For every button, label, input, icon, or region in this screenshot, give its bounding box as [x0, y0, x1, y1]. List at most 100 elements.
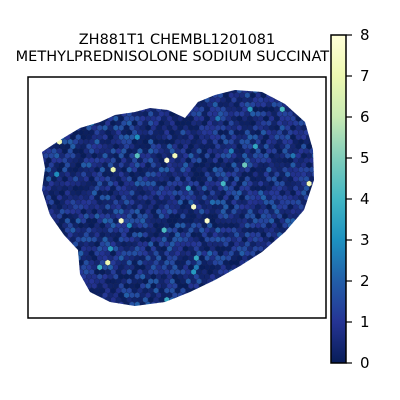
hexbin-cell: [180, 110, 186, 118]
colorbar: 0 1 2 3 4 5 6 7 8: [330, 26, 370, 372]
hexbin-cell: [42, 287, 47, 294]
hexbin-cell: [177, 90, 184, 94]
hexbin-cell: [260, 278, 267, 285]
hexbin-cell: [295, 301, 302, 306]
hexbin-cell: [164, 92, 170, 99]
hexbin-cell: [104, 92, 111, 99]
hexbin-cell: [315, 204, 320, 210]
hexbin-cell: [35, 129, 40, 135]
hexbin-cell: [315, 167, 320, 173]
hexbin-cell: [137, 305, 143, 306]
hexbin-cell: [309, 194, 314, 201]
hexbin-cell: [53, 245, 60, 253]
hexbin-cell: [311, 273, 314, 280]
hexbin-cell: [236, 264, 243, 271]
hexbin-cell: [59, 90, 65, 94]
hexbin-cell: [78, 92, 84, 99]
hexbin-cell: [266, 296, 272, 304]
hexbin-cell: [169, 296, 176, 304]
hexbin-cell: [48, 90, 55, 94]
hexbin-cell: [126, 92, 133, 99]
hexbin-cell: [185, 92, 192, 99]
hexbin-cell: [53, 106, 60, 113]
hexbin-cell: [306, 208, 312, 215]
hexbin-cell: [86, 90, 92, 94]
hexbin-cell: [306, 96, 312, 104]
hexbin-cell: [209, 90, 216, 94]
hexbin-cell: [190, 296, 197, 304]
hexbin-cell: [268, 90, 275, 94]
hexbin-cell: [196, 92, 202, 99]
hexbin-cell: [110, 92, 117, 99]
hexbin-cell: [233, 287, 240, 294]
hexbin-cell: [102, 90, 108, 94]
hexbin-cell: [45, 296, 52, 304]
hexbin-cell: [42, 226, 44, 234]
hexbin-cell: [104, 296, 111, 304]
hexbin-cell: [158, 101, 165, 108]
hexbin-cell: [51, 259, 57, 266]
hexbin-cell: [118, 96, 125, 104]
hexbin-cell: [72, 92, 79, 99]
hexbin-cell: [51, 305, 57, 306]
hexbin-cell: [72, 268, 79, 276]
hexbin-cell: [309, 278, 314, 285]
hexbin-cell: [244, 305, 251, 306]
hexbin-cell: [295, 236, 302, 243]
hexbin-cell: [241, 291, 248, 299]
hexbin-cell: [263, 264, 270, 271]
hexbin-cell: [43, 106, 49, 113]
hexbin-cell: [91, 115, 98, 122]
hexbin-cell: [300, 273, 307, 280]
hexbin-cell: [206, 296, 213, 304]
hexbin-cell: [42, 152, 44, 160]
hexbin-cell: [311, 189, 314, 197]
hexbin-cell: [311, 245, 314, 253]
hexbin-cell: [247, 282, 253, 290]
hexbin-cell: [276, 296, 283, 304]
hexbin-cell: [287, 268, 294, 276]
hexbin-cell: [244, 278, 251, 285]
hexbin-cell: [67, 305, 74, 306]
hexbin-cell: [217, 287, 224, 294]
hexbin-cell: [276, 92, 283, 99]
hexbin-cell: [271, 296, 278, 304]
hexbin-cell: [70, 96, 76, 104]
hexbin-cell: [35, 83, 40, 89]
hexbin-cell: [298, 110, 304, 118]
hexbin-cell: [225, 301, 232, 306]
hexbin-cell: [83, 296, 90, 304]
hexbin-cell: [182, 106, 189, 113]
hexbin-cell: [311, 282, 314, 290]
hexbin-cell: [284, 291, 291, 299]
hexbin-cell: [56, 278, 63, 285]
hexbin-cell: [51, 278, 57, 285]
hexbin-cell: [62, 129, 68, 136]
hexbin-cell: [306, 106, 312, 113]
hexbin-cell: [295, 254, 302, 262]
hexbin-cell: [198, 90, 205, 94]
hexbin-cell: [45, 92, 52, 99]
hexbin-cell: [172, 90, 178, 94]
hexbin-cell: [64, 115, 71, 122]
hexbin-cell: [67, 287, 74, 294]
hexbin-cell: [306, 245, 312, 253]
hexbin-cell: [48, 254, 55, 262]
hexbin-cell: [290, 226, 296, 234]
hexbin-cell: [67, 119, 74, 127]
hexbin-cell: [48, 115, 55, 122]
hexbin-cell: [158, 305, 165, 306]
hexbin-cell: [284, 236, 291, 243]
hexbin-cell: [185, 101, 192, 108]
hexbin-cell: [78, 119, 84, 127]
hexbin-cell: [91, 106, 98, 113]
hexbin-cell: [51, 83, 56, 89]
hexbin-cell: [292, 101, 299, 108]
hexbin-cell: [228, 287, 235, 294]
hexbin-cell: [35, 269, 40, 275]
hexbin-cell: [42, 236, 44, 243]
hexbin-cell: [268, 301, 275, 306]
hexbin-cell: [42, 161, 44, 169]
hexbin-cell: [35, 213, 40, 219]
hexbin-cell: [88, 92, 95, 99]
